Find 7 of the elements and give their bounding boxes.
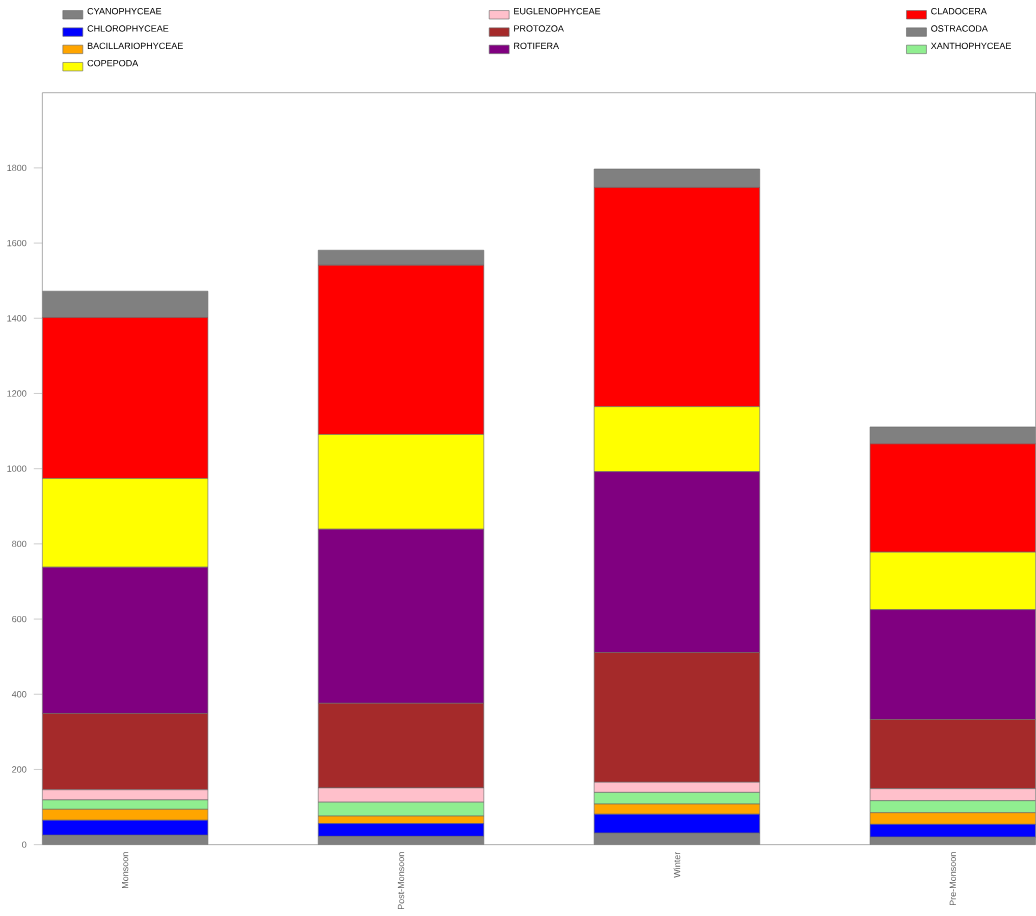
bar — [317, 823, 485, 837]
bar — [593, 168, 761, 188]
bar — [869, 788, 1036, 801]
bar — [869, 800, 1036, 813]
bar — [42, 290, 209, 318]
bar — [317, 249, 485, 266]
bar — [317, 787, 485, 803]
